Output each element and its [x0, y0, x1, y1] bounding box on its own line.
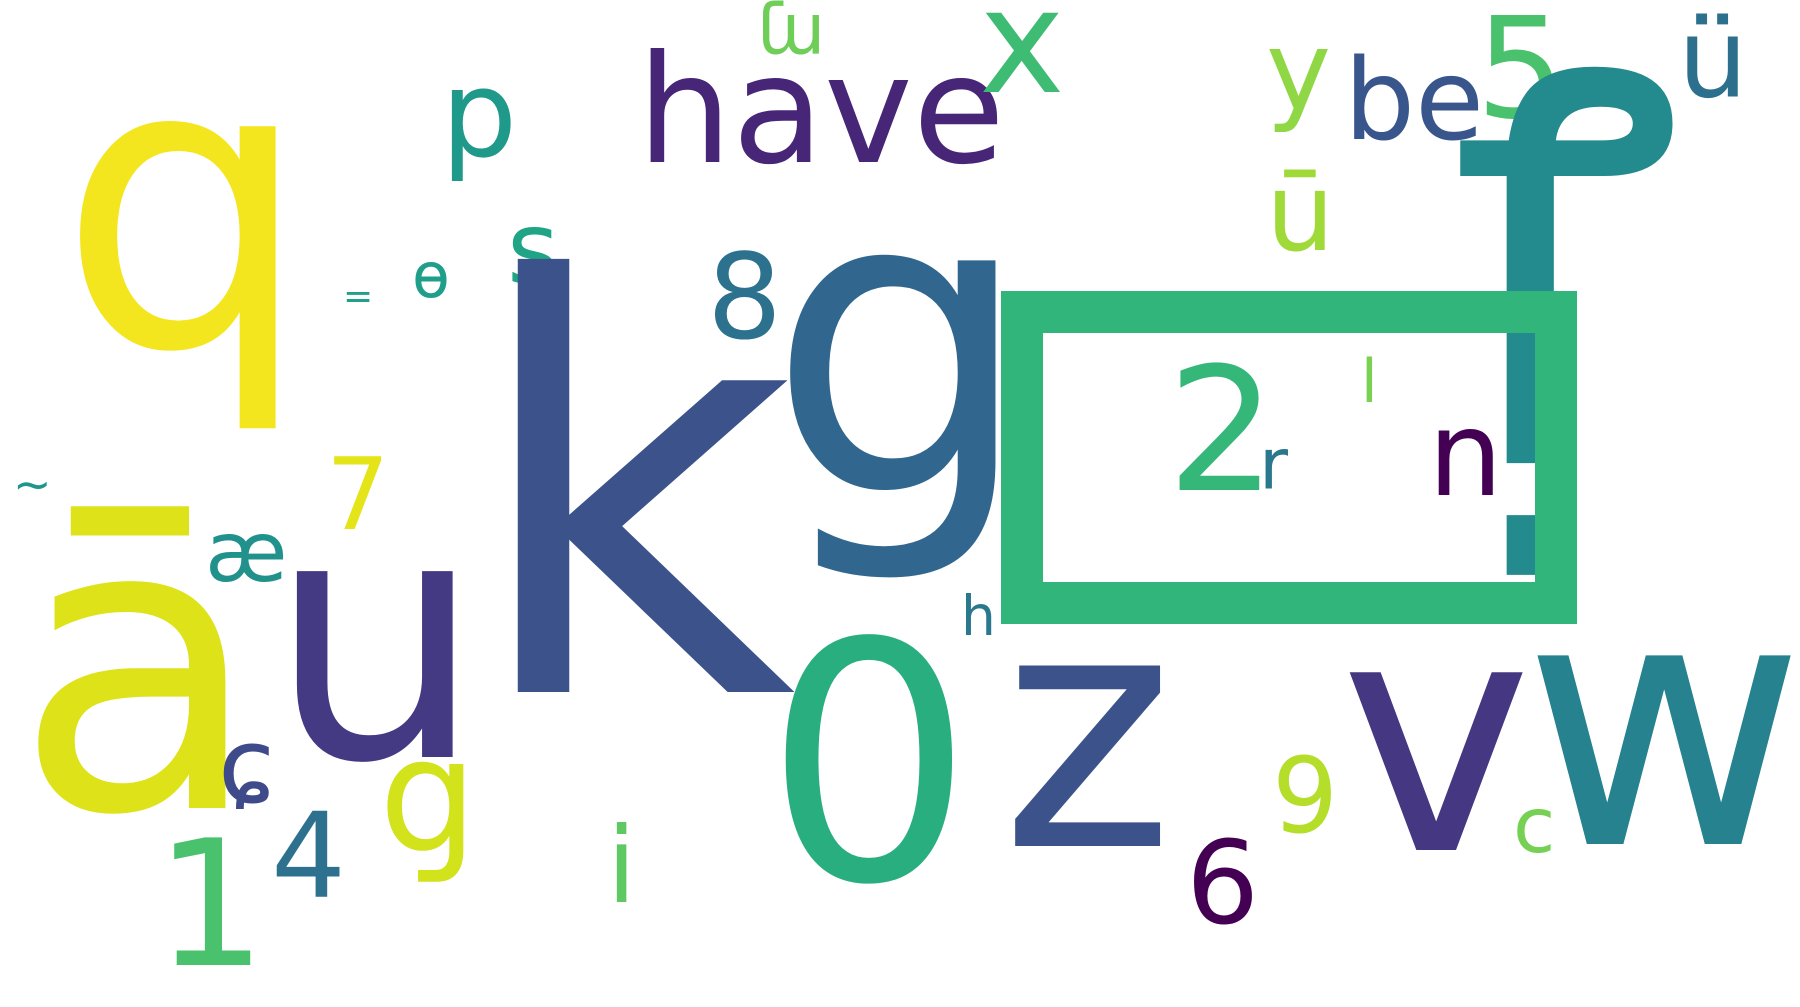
- word-i: i: [607, 805, 637, 927]
- word-turned-r: ɹ: [1259, 433, 1288, 515]
- word-b-hook: ɓ: [379, 727, 478, 908]
- word-1: 1: [155, 804, 267, 1007]
- word-0: 0: [764, 573, 974, 957]
- word-g: g: [767, 101, 1034, 590]
- frame-rectangle: [1001, 291, 1577, 624]
- word-s: s: [507, 190, 560, 307]
- word-w: w: [1523, 525, 1800, 926]
- word-x: x: [979, 0, 1065, 127]
- word-5: 5: [1476, 0, 1566, 151]
- word-u-macron: ū: [1266, 151, 1335, 276]
- word-u: u: [268, 442, 484, 838]
- word-7: 7: [326, 436, 390, 553]
- word-q: q: [58, 0, 312, 440]
- word-k: k: [466, 164, 797, 827]
- word-v: v: [1340, 548, 1533, 927]
- word-h: h: [961, 584, 996, 648]
- word-barred-o: ɵ: [412, 239, 450, 312]
- word-m-hook: ɱ: [757, 0, 826, 80]
- word-9: 9: [1272, 735, 1339, 857]
- word-c-curl: ɕ: [218, 705, 276, 827]
- word-c: c: [1513, 782, 1556, 871]
- word-6: 6: [1186, 817, 1260, 951]
- word-have: have: [637, 24, 1006, 198]
- word-n: n: [1428, 385, 1503, 523]
- word-u-umlaut: ü: [1678, 0, 1748, 123]
- word-2: 2: [1167, 330, 1277, 531]
- word-p: p: [441, 46, 518, 185]
- word-tilde: ~: [13, 457, 52, 511]
- word-4: 4: [271, 787, 347, 925]
- word-equals: =: [343, 276, 374, 317]
- word-a-macron: ā: [14, 432, 263, 904]
- word-be: be: [1344, 36, 1484, 166]
- word-z: z: [1001, 540, 1175, 924]
- word-8: 8: [707, 228, 783, 366]
- word-l: l: [1361, 347, 1378, 417]
- word-y: y: [1266, 7, 1332, 135]
- word-ae: æ: [205, 503, 288, 601]
